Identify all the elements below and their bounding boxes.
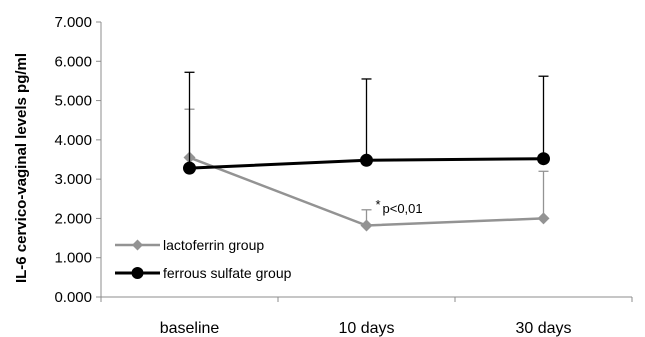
legend-marker-circle bbox=[131, 267, 144, 279]
y-tick-label: 2.000 bbox=[54, 210, 92, 227]
annotation-pvalue: p<0,01 bbox=[383, 201, 423, 216]
data-point-diamond bbox=[360, 219, 373, 232]
y-tick-label: 0.000 bbox=[54, 289, 92, 306]
x-axis: baseline 10 days 30 days bbox=[100, 296, 633, 337]
x-category-label: baseline bbox=[160, 320, 220, 337]
legend-marker-diamond bbox=[132, 239, 143, 251]
y-tick-label: 1.000 bbox=[54, 250, 92, 267]
data-point-circle bbox=[183, 161, 196, 175]
x-category-label: 10 days bbox=[338, 320, 394, 337]
plot-area: * p<0,01 bbox=[183, 71, 550, 232]
y-tick-label: 7.000 bbox=[54, 14, 92, 31]
legend-label: ferrous sulfate group bbox=[163, 265, 292, 281]
data-point-circle bbox=[537, 152, 550, 166]
y-axis: 0.000 1.000 2.000 3.000 4.000 5.000 6.000 7.000 bbox=[54, 14, 102, 306]
legend: lactoferrin group ferrous sulfate group bbox=[115, 237, 292, 281]
data-point-circle bbox=[360, 153, 373, 167]
y-tick-label: 4.000 bbox=[54, 132, 92, 149]
y-tick-label: 6.000 bbox=[54, 53, 92, 70]
y-tick-label: 3.000 bbox=[54, 171, 92, 188]
legend-label: lactoferrin group bbox=[163, 237, 264, 253]
annotation-star: * bbox=[376, 197, 381, 212]
y-axis-title: IL-6 cervico-vaginal levels pg/ml bbox=[13, 53, 30, 283]
x-category-label: 30 days bbox=[515, 320, 571, 337]
data-point-diamond bbox=[537, 212, 550, 225]
series-2 bbox=[183, 71, 550, 175]
y-tick-label: 5.000 bbox=[54, 93, 92, 110]
series-1 bbox=[183, 108, 550, 232]
